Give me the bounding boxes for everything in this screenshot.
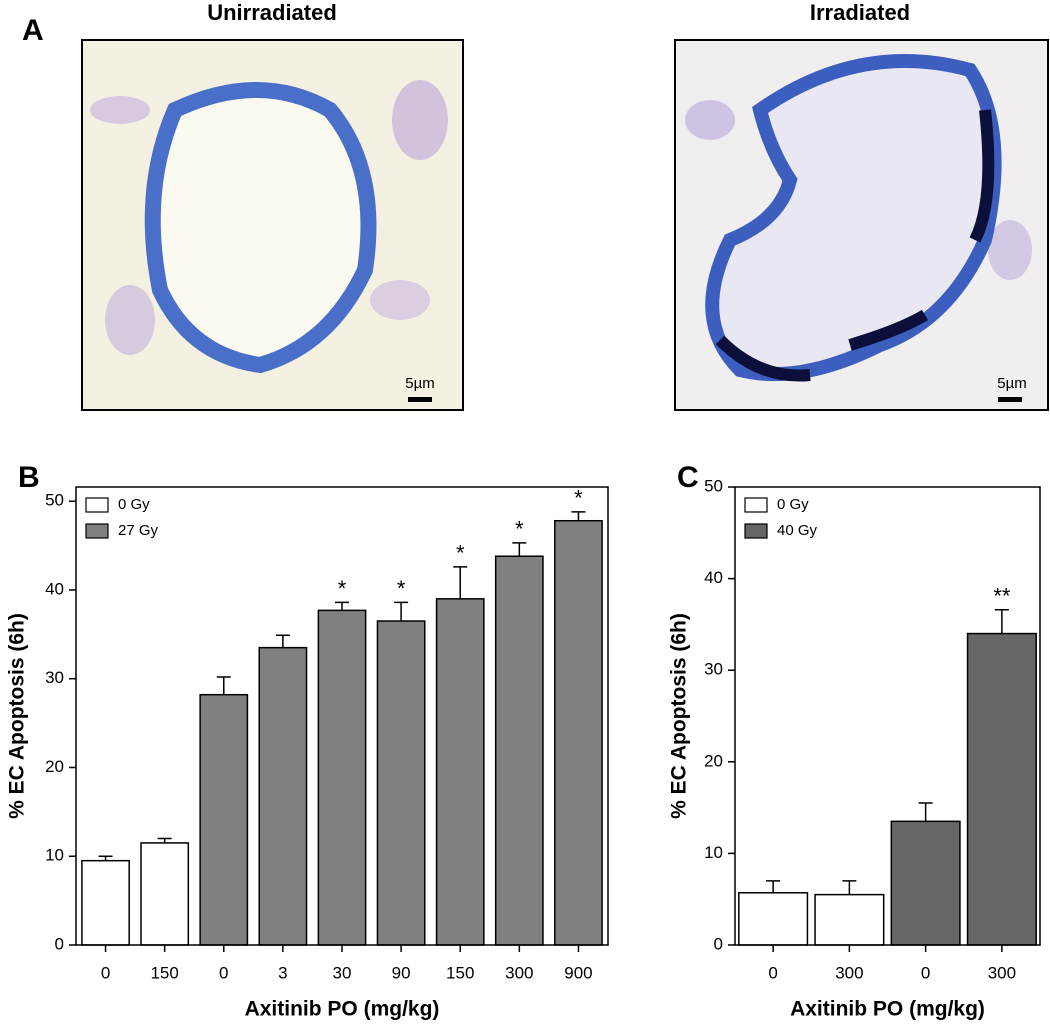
error-bar bbox=[335, 601, 349, 611]
bar bbox=[199, 693, 249, 946]
legend-swatch bbox=[85, 523, 109, 539]
error-bar bbox=[994, 608, 1009, 634]
legend-label: 0 Gy bbox=[118, 496, 150, 513]
y-tick-label: 50 bbox=[45, 491, 64, 510]
plot-frame bbox=[734, 486, 1041, 946]
bar bbox=[966, 632, 1037, 946]
y-tick-label: 10 bbox=[704, 843, 723, 862]
y-tick-label: 40 bbox=[704, 568, 723, 587]
legend-label: 0 Gy bbox=[777, 496, 809, 513]
y-tick-label: 0 bbox=[714, 934, 723, 953]
error-bar bbox=[571, 511, 586, 521]
x-axis-label: Axitinib PO (mg/kg) bbox=[245, 998, 440, 1021]
significance-mark: * bbox=[456, 541, 465, 566]
bar bbox=[435, 598, 485, 946]
significance-mark: * bbox=[338, 576, 347, 601]
y-tick-label: 50 bbox=[704, 476, 723, 495]
panel-label: C bbox=[677, 461, 699, 494]
significance-mark: * bbox=[574, 486, 583, 511]
y-tick-label: 30 bbox=[704, 660, 723, 679]
x-tick-label: 300 bbox=[835, 963, 863, 982]
bar bbox=[258, 646, 308, 946]
panel-label: B bbox=[18, 461, 40, 494]
x-axis-label: Axitinib PO (mg/kg) bbox=[790, 998, 985, 1021]
error-bar bbox=[512, 542, 527, 557]
significance-mark: * bbox=[397, 576, 406, 601]
y-tick-label: 10 bbox=[45, 846, 64, 865]
significance-mark: * bbox=[515, 517, 524, 542]
micrograph: 5µm bbox=[674, 39, 1049, 411]
legend-swatch bbox=[744, 497, 768, 513]
bar bbox=[554, 519, 603, 946]
plot-frame bbox=[75, 486, 609, 946]
y-tick-label: 20 bbox=[704, 751, 723, 770]
micrograph: 5µm bbox=[81, 39, 464, 411]
error-bar bbox=[842, 880, 857, 895]
bar bbox=[140, 842, 190, 946]
scale-bar-label: 5µm bbox=[997, 375, 1026, 392]
bar bbox=[376, 620, 426, 946]
y-axis-label: % EC Apoptosis (6h) bbox=[6, 613, 29, 819]
legend-label: 40 Gy bbox=[777, 522, 818, 539]
bar bbox=[494, 555, 544, 946]
scale-bar-label: 5µm bbox=[405, 375, 434, 392]
y-tick-label: 30 bbox=[45, 668, 64, 687]
error-bar bbox=[394, 601, 409, 622]
bar bbox=[738, 892, 809, 946]
x-tick-label: 30 bbox=[333, 963, 352, 982]
error-bar bbox=[98, 855, 113, 861]
image-title: Irradiated bbox=[810, 0, 910, 25]
y-axis-label: % EC Apoptosis (6h) bbox=[668, 613, 691, 819]
y-tick-label: 0 bbox=[55, 934, 64, 953]
image-title: Unirradiated bbox=[207, 0, 337, 25]
error-bar bbox=[766, 880, 781, 893]
x-tick-label: 0 bbox=[921, 963, 930, 982]
error-bar bbox=[157, 837, 172, 843]
x-tick-label: 150 bbox=[150, 963, 178, 982]
x-tick-label: 90 bbox=[392, 963, 411, 982]
x-tick-label: 0 bbox=[101, 963, 110, 982]
panel-label: A bbox=[22, 14, 44, 47]
x-tick-label: 300 bbox=[988, 963, 1016, 982]
x-tick-label: 300 bbox=[505, 963, 533, 982]
x-tick-label: 900 bbox=[564, 963, 592, 982]
error-bar bbox=[453, 566, 468, 599]
error-bar bbox=[275, 634, 290, 648]
y-tick-label: 20 bbox=[45, 757, 64, 776]
x-tick-label: 0 bbox=[219, 963, 228, 982]
bar bbox=[890, 820, 961, 946]
legend-label: 27 Gy bbox=[118, 522, 159, 539]
legend-swatch bbox=[85, 497, 109, 513]
legend-swatch bbox=[744, 523, 768, 539]
bar bbox=[814, 893, 885, 946]
significance-mark: ** bbox=[993, 584, 1011, 609]
x-tick-label: 3 bbox=[278, 963, 287, 982]
error-bar bbox=[918, 802, 933, 822]
bar bbox=[81, 859, 130, 946]
y-tick-label: 40 bbox=[45, 579, 64, 598]
bar bbox=[317, 609, 367, 946]
x-tick-label: 150 bbox=[446, 963, 474, 982]
error-bar bbox=[216, 676, 231, 695]
x-tick-label: 0 bbox=[768, 963, 777, 982]
